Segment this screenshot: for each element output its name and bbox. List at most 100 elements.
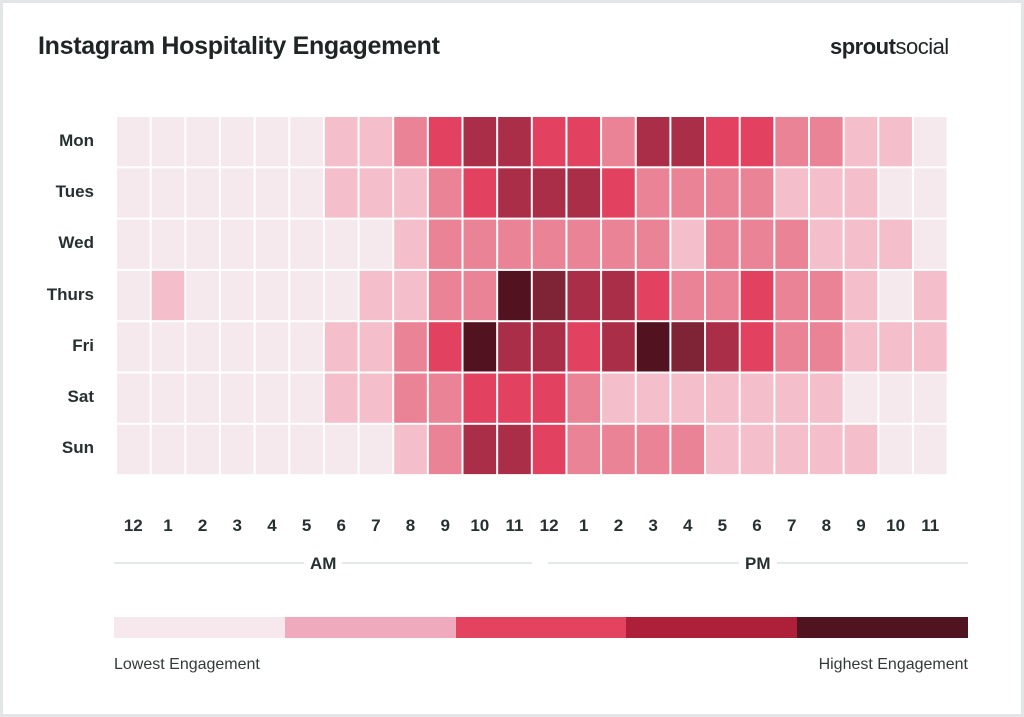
heatmap-cell-sat-15 xyxy=(636,373,670,423)
heatmap-cell-mon-5 xyxy=(290,117,323,167)
heatmap-cell-sat-8 xyxy=(394,373,427,423)
heatmap-cell-mon-10 xyxy=(463,117,497,167)
heatmap-cell-sun-19 xyxy=(775,424,808,475)
heatmap-cell-sun-7 xyxy=(359,424,393,475)
heatmap-cell-sat-22 xyxy=(879,373,912,423)
heatmap-cell-mon-15 xyxy=(636,117,670,167)
heatmap-cell-thurs-16 xyxy=(671,270,705,321)
heatmap-cell-tues-9 xyxy=(428,168,462,218)
heatmap-cell-thurs-0 xyxy=(117,270,150,321)
heatmap-cell-fri-13 xyxy=(567,322,601,372)
heatmap-cell-fri-11 xyxy=(498,322,531,372)
heatmap-cell-fri-20 xyxy=(810,322,843,372)
heatmap-cell-fri-6 xyxy=(324,322,358,372)
heatmap-cell-mon-12 xyxy=(532,117,566,167)
heatmap-cell-sat-10 xyxy=(463,373,497,423)
heatmap-cell-mon-16 xyxy=(671,117,705,167)
heatmap-cell-sun-16 xyxy=(671,424,705,475)
heatmap-cell-thurs-4 xyxy=(255,270,289,321)
heatmap-cell-thurs-15 xyxy=(636,270,670,321)
heatmap-cell-thurs-2 xyxy=(186,270,219,321)
heatmap-cell-mon-21 xyxy=(844,117,878,167)
hour-label-7: 7 xyxy=(371,516,381,535)
legend-swatch-3 xyxy=(626,617,798,638)
heatmap-cell-thurs-12 xyxy=(532,270,566,321)
heatmap-cell-fri-17 xyxy=(706,322,739,372)
heatmap-cell-mon-1 xyxy=(151,117,185,167)
hour-label-12: 12 xyxy=(539,516,559,535)
day-label-wed: Wed xyxy=(58,233,94,253)
heatmap-cell-sat-7 xyxy=(359,373,393,423)
heatmap-cell-tues-16 xyxy=(671,168,705,218)
day-label-thurs: Thurs xyxy=(46,284,94,304)
heatmap-cell-sat-13 xyxy=(567,373,601,423)
heatmap-cell-sun-20 xyxy=(810,424,843,475)
heatmap-cell-mon-4 xyxy=(255,117,289,167)
heatmap-cell-mon-19 xyxy=(775,117,808,167)
heatmap-cell-sun-9 xyxy=(428,424,462,475)
chart-title: Instagram Hospitality Engagement xyxy=(38,32,440,60)
heatmap-cell-fri-8 xyxy=(394,322,427,372)
hour-label-1: 1 xyxy=(163,516,173,535)
heatmap-cell-tues-18 xyxy=(740,168,774,218)
day-label-tues: Tues xyxy=(55,181,94,201)
day-label-mon: Mon xyxy=(59,130,94,150)
heatmap-cell-sat-2 xyxy=(186,373,219,423)
heatmap-cell-sat-16 xyxy=(671,373,705,423)
heatmap-cell-sat-14 xyxy=(602,373,635,423)
heatmap-cell-fri-18 xyxy=(740,322,774,372)
heatmap-cell-sun-21 xyxy=(844,424,878,475)
heatmap-cell-sun-4 xyxy=(255,424,289,475)
legend-high-label: Highest Engagement xyxy=(818,656,968,673)
heatmap-cell-fri-1 xyxy=(151,322,185,372)
heatmap-cell-thurs-11 xyxy=(498,270,531,321)
heatmap-cell-mon-20 xyxy=(810,117,843,167)
hour-label-20: 8 xyxy=(821,516,832,535)
heatmap-cell-sat-12 xyxy=(532,373,566,423)
heatmap-cell-thurs-18 xyxy=(740,270,774,321)
heatmap-cell-fri-0 xyxy=(117,322,150,372)
day-label-sat: Sat xyxy=(67,387,94,407)
heatmap-cell-tues-21 xyxy=(844,168,878,218)
heatmap-cell-sun-0 xyxy=(117,424,150,475)
heatmap-cell-sat-17 xyxy=(706,373,739,423)
heatmap-cell-sun-22 xyxy=(879,424,912,475)
legend-low-label: Lowest Engagement xyxy=(114,656,260,673)
heatmap-cell-tues-5 xyxy=(290,168,323,218)
heatmap-cell-wed-11 xyxy=(498,219,531,269)
heatmap-cell-mon-22 xyxy=(879,117,912,167)
heatmap-cell-tues-20 xyxy=(810,168,843,218)
heatmap-cell-thurs-23 xyxy=(913,270,947,321)
legend-swatch-4 xyxy=(797,617,969,638)
hour-label-9: 9 xyxy=(440,516,450,535)
heatmap-cell-wed-2 xyxy=(186,219,219,269)
heatmap-cell-thurs-17 xyxy=(706,270,739,321)
heatmap-cell-mon-14 xyxy=(602,117,635,167)
heatmap-cell-thurs-5 xyxy=(290,270,323,321)
heatmap-cell-wed-7 xyxy=(359,219,393,269)
heatmap-cell-fri-2 xyxy=(186,322,219,372)
hour-label-17: 5 xyxy=(717,516,728,535)
heatmap-cell-sat-11 xyxy=(498,373,531,423)
heatmap-cell-fri-9 xyxy=(428,322,462,372)
heatmap-cell-sat-23 xyxy=(913,373,947,423)
heatmap-cell-wed-21 xyxy=(844,219,878,269)
heatmap-cell-thurs-21 xyxy=(844,270,878,321)
heatmap-cell-sun-2 xyxy=(186,424,219,475)
heatmap-cell-tues-14 xyxy=(602,168,635,218)
am-label: AM xyxy=(304,554,343,574)
heatmap-cell-sun-6 xyxy=(324,424,358,475)
hour-label-14: 2 xyxy=(613,516,624,535)
heatmap-cell-fri-22 xyxy=(879,322,912,372)
sproutsocial-logo: sproutsocial xyxy=(830,34,949,60)
heatmap-cell-fri-23 xyxy=(913,322,947,372)
hour-label-5: 5 xyxy=(301,516,312,535)
heatmap-cell-wed-20 xyxy=(810,219,843,269)
heatmap-cell-mon-2 xyxy=(186,117,219,167)
hour-label-0: 12 xyxy=(123,516,143,535)
heatmap-cell-fri-16 xyxy=(671,322,705,372)
hour-label-4: 4 xyxy=(267,516,277,535)
hour-label-10: 10 xyxy=(470,516,490,535)
heatmap-cell-sat-0 xyxy=(117,373,150,423)
heatmap-cell-thurs-8 xyxy=(394,270,427,321)
